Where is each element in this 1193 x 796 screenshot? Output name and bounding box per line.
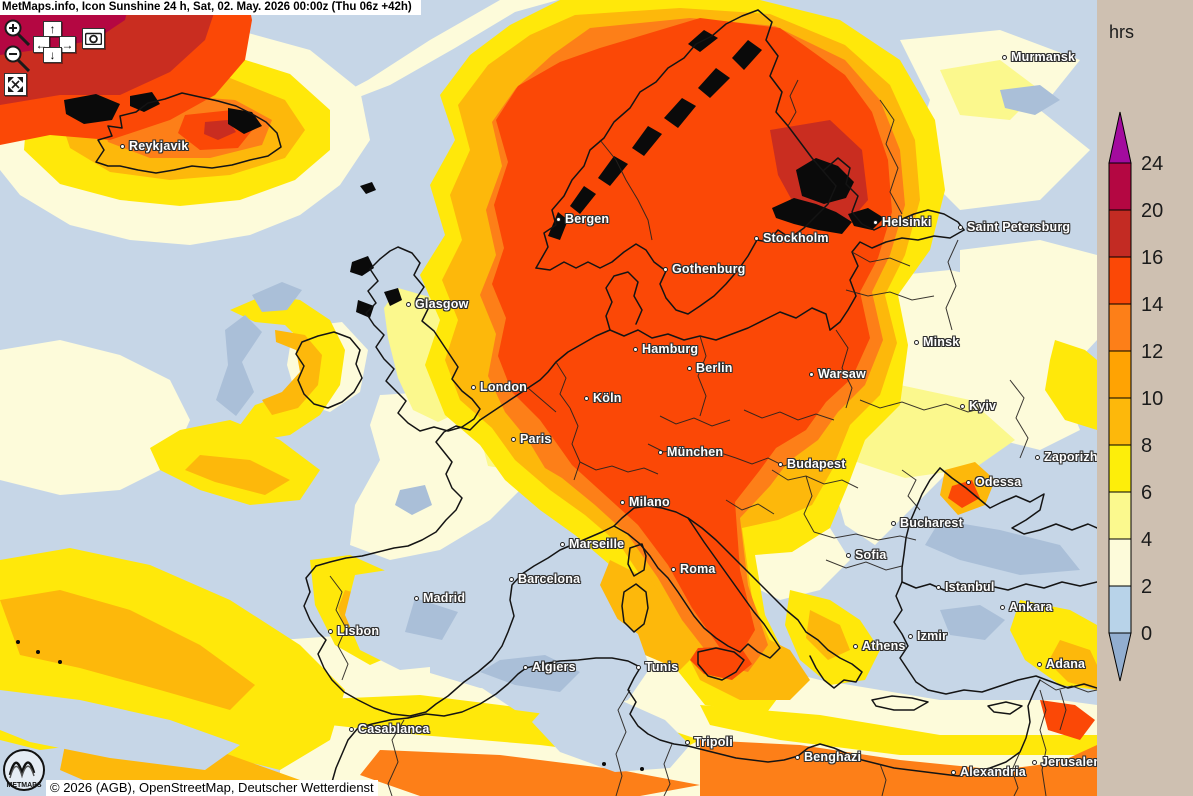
fullscreen-button[interactable] <box>4 73 27 96</box>
pan-down-button[interactable]: ↓ <box>43 47 62 63</box>
legend-tick-label: 12 <box>1141 341 1163 363</box>
magnifier-plus-icon <box>4 19 30 46</box>
zoom-in-button[interactable] <box>4 18 30 46</box>
legend-unit-label: hrs <box>1109 22 1135 42</box>
pan-up-button[interactable]: ↑ <box>43 21 62 37</box>
legend-tick-label: 14 <box>1141 294 1163 316</box>
legend-tick-label: 8 <box>1141 435 1152 457</box>
legend-below-min-arrow <box>1108 632 1132 682</box>
coastlines <box>95 9 1097 796</box>
terrain-marks <box>16 30 884 771</box>
legend-band <box>1108 303 1132 352</box>
arrow-down-icon: ↓ <box>49 48 56 62</box>
legend-band <box>1108 350 1132 399</box>
metmaps-logo: METMAPS <box>1 747 49 796</box>
zoom-out-button[interactable] <box>4 44 30 72</box>
legend-panel: hrs 24 20 16 14 12 10 8 6 4 2 0 <box>1097 0 1193 796</box>
sunshine-raster <box>0 0 1097 796</box>
title-bar: MetMaps.info, Icon Sunshine 24 h, Sat, 0… <box>0 0 421 15</box>
magnifier-minus-icon <box>4 45 30 72</box>
legend-tick-label: 2 <box>1141 576 1152 598</box>
expand-arrows-icon <box>8 77 23 92</box>
legend-band <box>1108 397 1132 446</box>
legend-band <box>1108 209 1132 258</box>
legend-band <box>1108 162 1132 211</box>
legend-band <box>1108 491 1132 540</box>
legend-tick-label: 4 <box>1141 529 1152 551</box>
legend-above-max-arrow <box>1108 111 1132 164</box>
legend-band <box>1108 538 1132 587</box>
legend-band <box>1108 444 1132 493</box>
copyright-text: © 2026 (AGB), OpenStreetMap, Deutscher W… <box>50 780 374 795</box>
pan-right-button[interactable]: → <box>59 36 76 53</box>
legend-tick-label: 24 <box>1141 153 1163 175</box>
arrow-up-icon: ↑ <box>49 22 56 36</box>
legend-tick-label: 20 <box>1141 200 1163 222</box>
snapshot-button[interactable] <box>82 28 105 49</box>
legend-tick-label: 0 <box>1141 623 1152 645</box>
camera-icon <box>85 32 102 45</box>
copyright-bar[interactable]: © 2026 (AGB), OpenStreetMap, Deutscher W… <box>46 780 378 796</box>
map-title: MetMaps.info, Icon Sunshine 24 h, Sat, 0… <box>2 1 412 13</box>
logo-text: METMAPS <box>7 782 42 789</box>
legend-tick-label: 10 <box>1141 388 1163 410</box>
map-canvas[interactable]: Reykjavik Murmansk Bergen Helsinki Saint Pet… <box>0 0 1097 796</box>
legend-band <box>1108 256 1132 305</box>
legend-band <box>1108 585 1132 634</box>
legend-tick-label: 6 <box>1141 482 1152 504</box>
arrow-right-icon: → <box>61 37 74 52</box>
legend-tick-label: 16 <box>1141 247 1163 269</box>
